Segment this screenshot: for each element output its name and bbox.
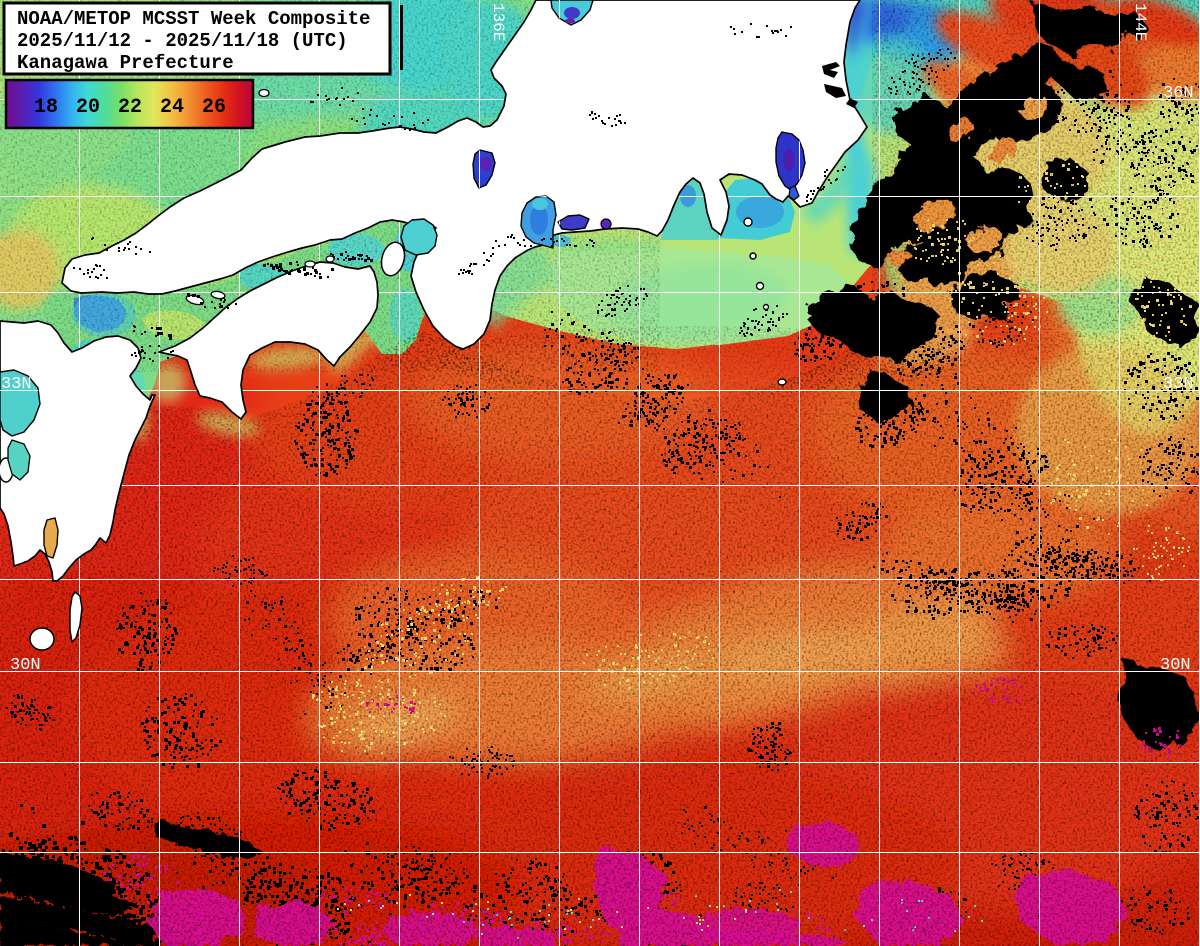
svg-text:2025/11/12 - 2025/11/18 (UTC): 2025/11/12 - 2025/11/18 (UTC) <box>17 30 348 52</box>
svg-text:26: 26 <box>202 96 226 119</box>
svg-text:33N: 33N <box>1 375 32 394</box>
svg-text:Kanagawa Prefecture: Kanagawa Prefecture <box>17 52 234 74</box>
svg-text:18: 18 <box>34 96 58 119</box>
svg-text:30N: 30N <box>1160 656 1191 675</box>
svg-text:33N: 33N <box>1163 375 1194 394</box>
svg-text:20: 20 <box>76 96 100 119</box>
svg-text:136E: 136E <box>489 3 507 41</box>
svg-text:30N: 30N <box>10 656 41 675</box>
svg-text:36N: 36N <box>1163 84 1194 103</box>
svg-text:NOAA/METOP MCSST Week Composit: NOAA/METOP MCSST Week Composite <box>17 8 370 30</box>
svg-text:22: 22 <box>118 96 142 119</box>
svg-text:144E: 144E <box>1131 3 1149 41</box>
svg-text:24: 24 <box>160 96 184 119</box>
